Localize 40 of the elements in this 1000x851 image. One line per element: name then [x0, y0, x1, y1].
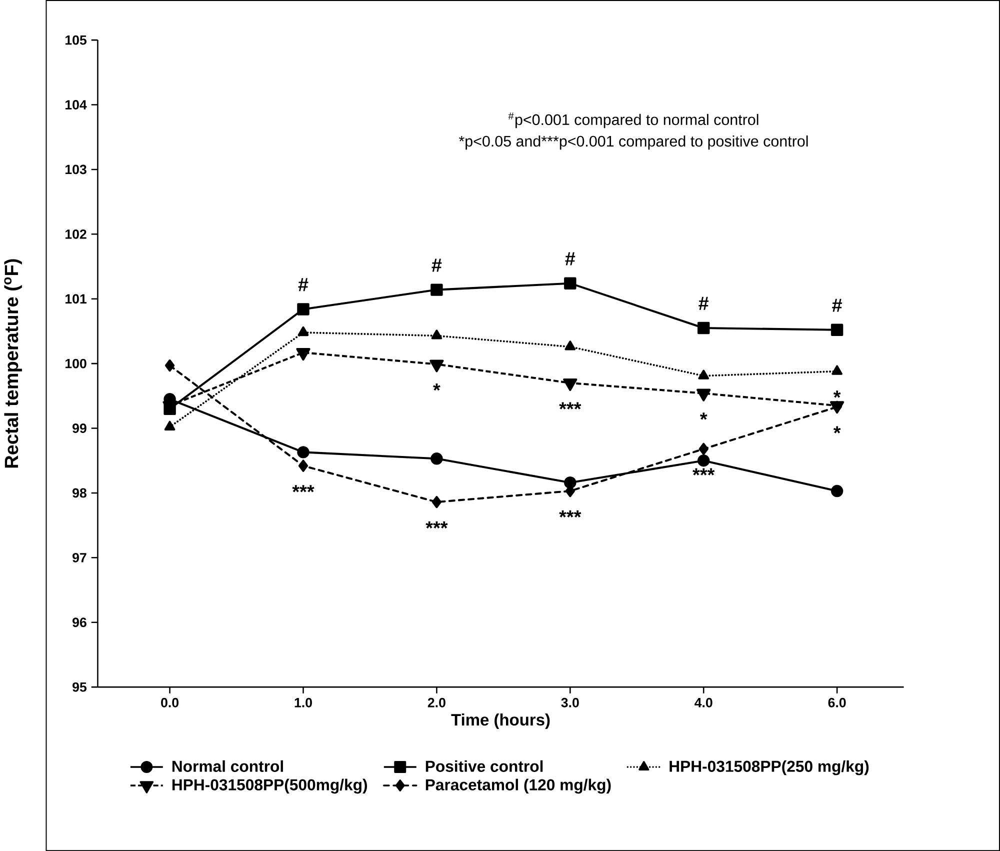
y-tick-label: 103 [66, 164, 86, 174]
annotation: # [565, 252, 576, 266]
x-tick-label: 6.0 [828, 698, 846, 708]
legend-label: Paracetamol (120 mg/kg) [426, 778, 611, 794]
annotation: *** [292, 485, 314, 492]
legend-label: HPH-031508PP(500mg/kg) [172, 778, 367, 794]
x-tick-label: 4.0 [694, 698, 712, 708]
y-tick-label: 100 [66, 358, 86, 368]
annotation: *** [559, 402, 582, 410]
annotation: *p<0.05 and***p<0.001 compared to positive control [458, 135, 808, 150]
annotation: *** [426, 521, 448, 528]
annotation: * [833, 426, 841, 434]
annotation: # [432, 258, 442, 272]
y-tick-label: 98 [72, 488, 86, 498]
annotation: * [700, 412, 708, 420]
annotation: *** [559, 510, 582, 518]
y-tick-label: 102 [66, 229, 86, 239]
y-tick-label: 96 [72, 618, 86, 627]
y-tick-label: 104 [66, 100, 87, 110]
y-tick-label: 97 [72, 552, 86, 562]
y-tick-label: 101 [66, 294, 86, 304]
x-tick-label: 2.0 [428, 698, 446, 708]
y-tick-label: 95 [72, 682, 86, 692]
y-axis-title: Rectal temperature ($^{o}$F) [4, 259, 22, 468]
legend-label: Normal control [172, 760, 283, 772]
annotation: * [833, 390, 841, 398]
annotation: # [698, 296, 709, 310]
y-tick-label: 105 [66, 35, 86, 45]
annotation: * [433, 383, 440, 391]
annotation: *** [692, 468, 715, 476]
x-tick-label: 0.0 [161, 698, 178, 708]
annotation: # [832, 298, 842, 312]
annotation: $^{#}$p<0.001 compared to normal control [508, 112, 758, 128]
legend-label: Positive control [426, 760, 543, 772]
x-axis-title: Time (hours) [451, 713, 550, 729]
legend-label: HPH-031508PP(250 mg/kg) [670, 760, 869, 776]
annotation: # [298, 278, 308, 292]
x-tick-label: 3.0 [561, 698, 579, 708]
x-tick-label: 1.0 [294, 698, 312, 708]
y-tick-label: 99 [72, 423, 86, 433]
